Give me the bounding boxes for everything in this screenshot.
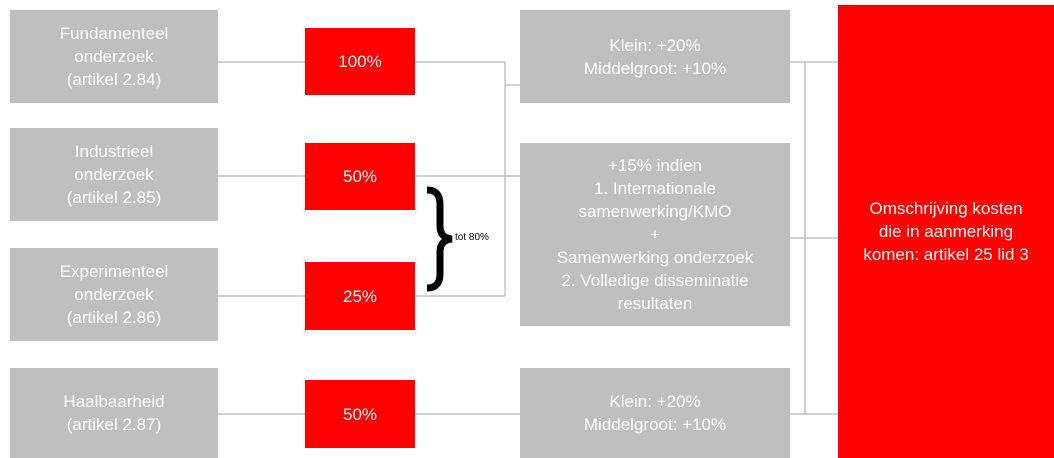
- text-line: Industrieel: [74, 142, 154, 161]
- text-line: onderzoek: [74, 165, 154, 184]
- bonus-box: Klein: +20% Middelgroot: +10%: [520, 10, 790, 103]
- text-line: (artikel 2.86): [66, 308, 162, 327]
- text-line: Samenwerking onderzoek: [556, 248, 754, 267]
- text-line: Fundamenteel: [59, 24, 169, 43]
- text-line: Experimenteel: [59, 262, 169, 281]
- text-line: 2. Volledige disseminatie: [561, 271, 749, 290]
- rate-box: 100%: [305, 28, 415, 95]
- brace-label: tot 80%: [455, 232, 489, 243]
- rate-box: 25%: [305, 262, 415, 330]
- brace: [426, 186, 453, 292]
- text-line: +15% indien: [607, 156, 703, 175]
- activity-box: Fundamenteel onderzoek (artikel 2.84): [10, 10, 218, 103]
- text-line: onderzoek: [74, 47, 154, 66]
- activity-box: Haalbaarheid (artikel 2.87): [10, 368, 218, 458]
- activity-box: Experimenteel onderzoek (artikel 2.86): [10, 248, 218, 341]
- text-line: (artikel 2.85): [66, 188, 162, 207]
- text-line: samenwerking/KMO: [578, 202, 732, 221]
- text-line: (artikel 2.84): [66, 70, 162, 89]
- activity-box: Industrieel onderzoek (artikel 2.85): [10, 128, 218, 221]
- text-line: Middelgroot: +10%: [583, 58, 727, 78]
- text-line: (artikel 2.87): [66, 415, 162, 434]
- text-line: Haalbaarheid: [63, 392, 165, 411]
- text-line: Middelgroot: +10%: [583, 415, 727, 434]
- text-line: 1. Internationale: [594, 179, 716, 198]
- rate-box: 50%: [305, 380, 415, 448]
- bonus-box: +15% indien 1. Internationale samenwerking…: [520, 143, 790, 326]
- bonus-box: Klein: +20% Middelgroot: +10%: [520, 368, 790, 458]
- text-line: onderzoek: [74, 285, 154, 304]
- text-line: Klein: +20%: [609, 35, 701, 55]
- text-line: Klein: +20%: [609, 392, 701, 411]
- text-line: resultaten: [617, 294, 693, 313]
- text-line: die in aanmerking: [878, 222, 1014, 241]
- text-line: Omschrijving kosten: [869, 199, 1023, 218]
- rate-box: 50%: [305, 143, 415, 210]
- costs-box: Omschrijving kosten die in aanmerking kome…: [838, 5, 1054, 458]
- text-line: komen: artikel 25 lid 3: [863, 245, 1029, 264]
- text-line: +: [650, 225, 660, 244]
